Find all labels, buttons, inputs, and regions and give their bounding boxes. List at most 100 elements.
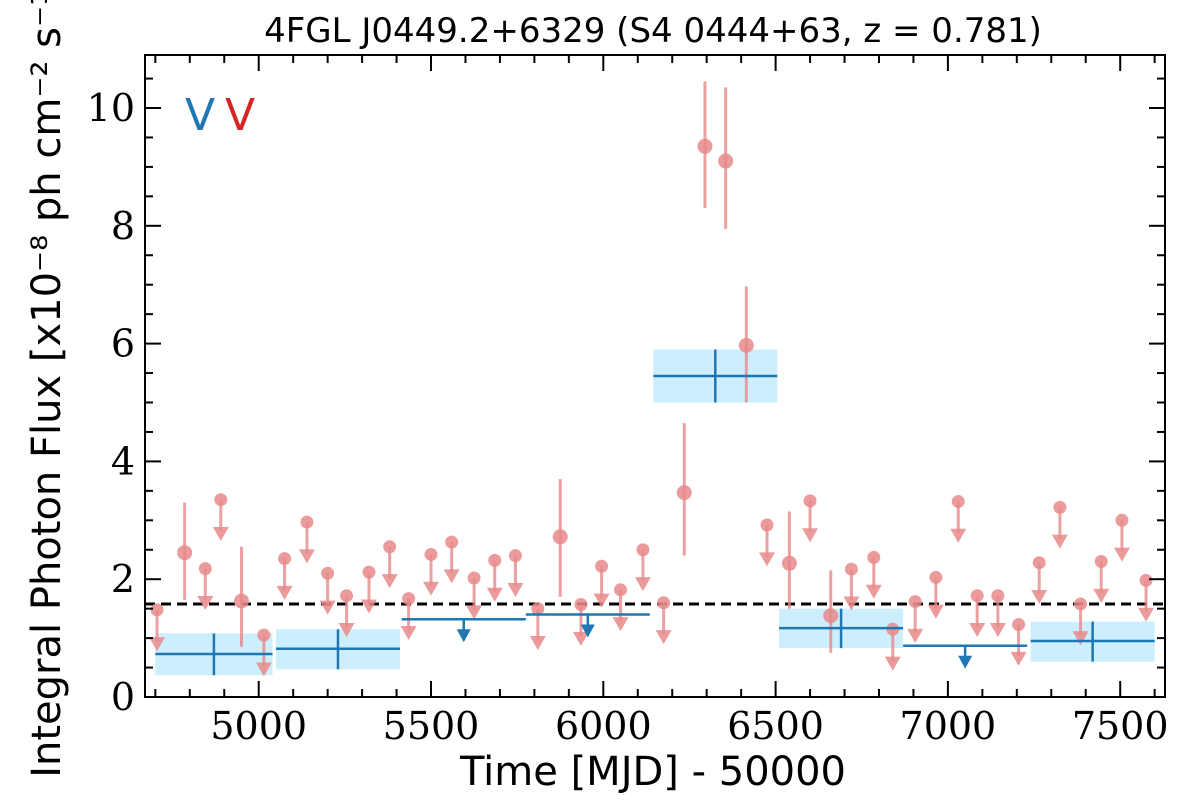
upper-limit-arrow	[443, 569, 460, 584]
data-marker	[781, 555, 797, 571]
fine-upper-limit	[338, 589, 355, 638]
upper-limit-arrow	[634, 577, 651, 592]
upper-limit-arrow	[612, 617, 629, 632]
fine-upper-limit	[212, 493, 229, 542]
coarse-detection-point	[155, 633, 273, 676]
fine-upper-limit	[927, 570, 944, 619]
data-marker	[636, 543, 650, 557]
fine-upper-limit	[443, 535, 460, 584]
fine-upper-limit	[255, 628, 272, 677]
fine-detection-point	[697, 81, 713, 209]
data-marker	[531, 602, 545, 616]
data-marker	[177, 545, 193, 561]
coarse-bin-points	[155, 349, 1155, 676]
upper-limit-arrow	[969, 623, 986, 638]
coarse-detection-point	[1030, 621, 1155, 662]
fine-detection-point	[823, 570, 839, 653]
data-marker	[340, 589, 354, 603]
chart-title: 4FGL J0449.2+6329 (S4 0444+63, z = 0.781…	[264, 11, 1042, 51]
fine-detection-point	[781, 511, 797, 609]
fine-upper-limit	[612, 583, 629, 632]
x-axis-label: Time [MJD] - 50000	[459, 749, 846, 795]
x-tick-label: 6000	[555, 704, 652, 748]
fine-upper-limit	[197, 562, 214, 610]
data-marker	[676, 485, 692, 501]
y-axis-label: Integral Photon Flux [x10⁻⁸ ph cm⁻² s⁻¹]	[24, 0, 70, 778]
fine-upper-limit	[655, 596, 672, 645]
fine-upper-limit	[634, 543, 651, 592]
fine-upper-limit	[1113, 513, 1130, 562]
data-marker	[214, 493, 228, 507]
fine-upper-limit	[969, 589, 986, 638]
fine-upper-limit	[298, 515, 315, 564]
data-marker	[803, 494, 817, 508]
data-marker	[1012, 618, 1026, 632]
fine-upper-limit	[1010, 618, 1027, 666]
coarse-detection-point	[779, 608, 904, 649]
fine-upper-limit	[802, 494, 819, 543]
data-marker	[300, 515, 314, 529]
fine-upper-limit	[865, 550, 882, 599]
data-marker	[257, 628, 271, 642]
upper-limit-arrow	[927, 604, 944, 619]
data-marker	[929, 570, 943, 584]
binned-flux-bands	[155, 349, 1155, 676]
data-marker	[760, 518, 774, 532]
data-marker	[867, 550, 881, 564]
fine-upper-limit	[593, 559, 610, 608]
upper-limit-arrow	[1010, 651, 1027, 666]
y-tick-label: 8	[111, 204, 135, 248]
data-marker	[657, 596, 671, 610]
y-tick-label: 10	[87, 86, 135, 130]
upper-limit-arrow	[950, 528, 967, 543]
coarse-upper-limit	[903, 644, 1028, 669]
upper-limit-arrow	[958, 655, 973, 669]
fine-bin-points	[149, 81, 1155, 677]
upper-limit-arrow	[655, 630, 672, 645]
data-marker	[362, 565, 376, 579]
upper-limit-arrow	[843, 596, 860, 611]
upper-limit-arrow	[572, 631, 589, 646]
coarse-upper-limit	[525, 613, 650, 638]
fine-detection-point	[233, 546, 249, 647]
fine-upper-limit	[1072, 597, 1089, 646]
fine-detection-point	[552, 479, 568, 597]
upper-limit-arrow	[580, 624, 595, 638]
upper-limit-arrow	[338, 623, 355, 638]
upper-limit-arrow	[1072, 631, 1089, 646]
coarse-upper-limit	[401, 618, 526, 643]
fine-upper-limit	[884, 622, 901, 671]
data-marker	[844, 562, 858, 576]
upper-limit-arrow	[1031, 590, 1048, 605]
fine-detection-point	[718, 87, 734, 229]
data-marker	[1139, 573, 1153, 587]
x-tick-label: 7500	[1072, 704, 1169, 748]
data-marker	[1115, 513, 1129, 527]
data-marker	[823, 608, 839, 624]
data-marker	[383, 540, 397, 554]
upper-limit-arrow	[907, 628, 924, 643]
data-marker	[951, 494, 965, 508]
legend-mark-blue: V	[185, 90, 215, 141]
data-marker	[198, 562, 212, 576]
fine-upper-limit	[843, 562, 860, 611]
axis-ticks: 5000 5500 6000 6500 7000 7500 0 2 4 6 8 10	[87, 55, 1169, 748]
data-marker	[508, 549, 522, 563]
fine-upper-limit	[423, 547, 440, 596]
coarse-detection-point	[653, 349, 778, 403]
fine-upper-limit	[907, 595, 924, 643]
upper-limit-arrow	[1113, 547, 1130, 562]
fine-upper-limit	[529, 602, 546, 650]
y-tick-label: 4	[111, 439, 135, 483]
fine-detection-point	[676, 423, 692, 556]
coarse-detection-point	[275, 629, 400, 670]
fine-upper-limit	[466, 571, 483, 620]
y-tick-label: 2	[111, 557, 135, 601]
fine-detection-point	[738, 286, 754, 403]
data-marker	[488, 553, 502, 567]
fine-upper-limit	[572, 598, 589, 646]
data-marker	[233, 593, 249, 609]
fine-upper-limit	[1031, 556, 1048, 605]
data-marker	[1074, 597, 1088, 611]
